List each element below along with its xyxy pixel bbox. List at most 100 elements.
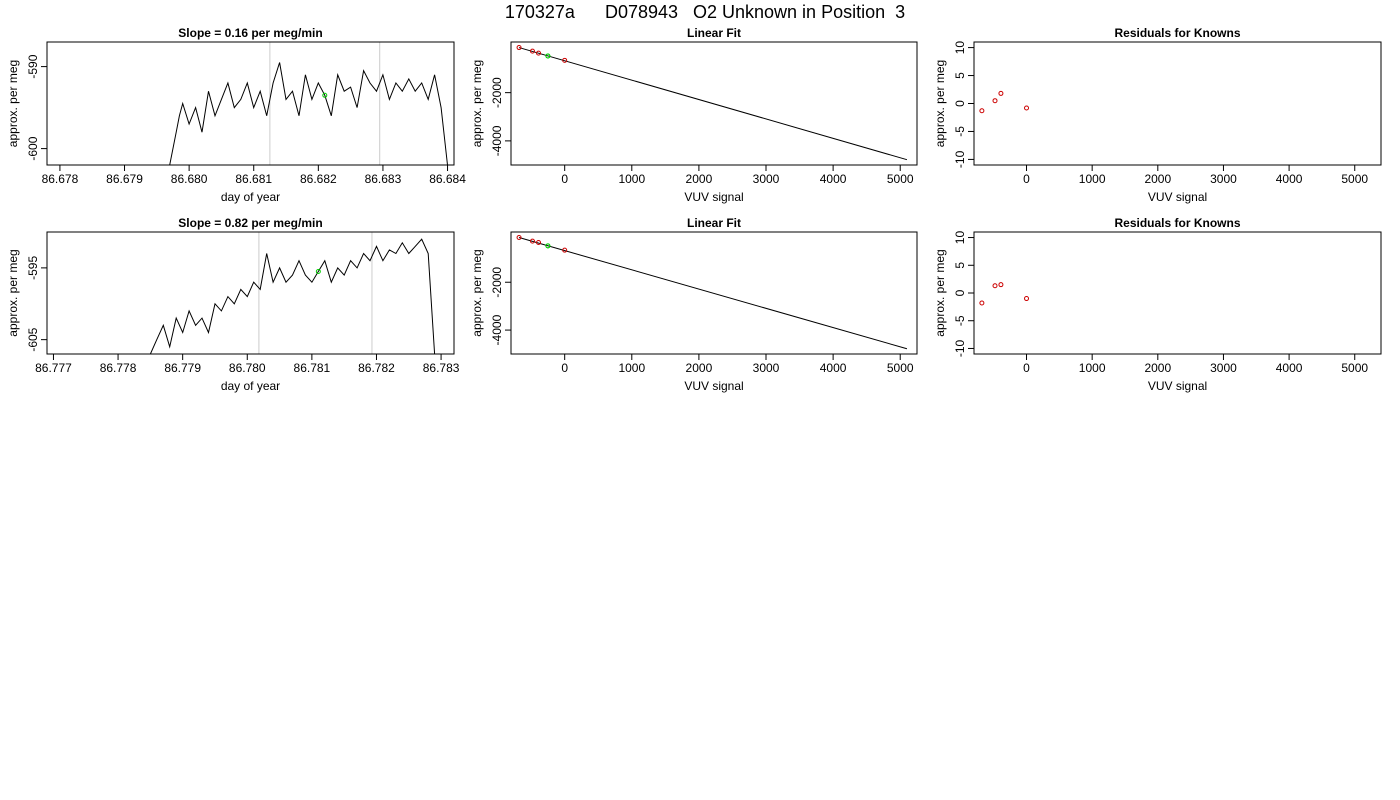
known-point <box>516 45 522 51</box>
panel-row2-residuals: Residuals for Knowns 0 1000 2000 3000 4000 500… <box>933 216 1382 393</box>
x-tick-label: 5000 <box>1341 361 1368 375</box>
x-axis-label: VUV signal <box>684 379 743 393</box>
known-point <box>1024 105 1030 111</box>
x-tick-label: 4000 <box>1276 172 1303 186</box>
x-tick-label: 1000 <box>618 361 645 375</box>
y-axis-label: approx. per meg <box>470 60 484 147</box>
x-tick-label: 2000 <box>686 172 713 186</box>
y-tick-label: -595 <box>26 256 40 280</box>
x-tick-label: 3000 <box>753 172 780 186</box>
y-tick-label: -4000 <box>490 125 504 156</box>
x-tick-label: 86.680 <box>171 172 208 186</box>
y-tick-label: -2000 <box>490 267 504 298</box>
known-point <box>536 50 542 56</box>
known-point <box>998 90 1004 96</box>
fit-line <box>518 47 908 161</box>
y-tick-label: -10 <box>953 339 967 357</box>
x-tick-label: 86.679 <box>106 172 143 186</box>
x-tick-label: 5000 <box>887 172 914 186</box>
plot-frame <box>46 231 455 355</box>
x-tick-label: 86.682 <box>300 172 337 186</box>
fit-line <box>518 237 908 350</box>
x-tick-label: 2000 <box>1144 172 1171 186</box>
y-tick-label: -600 <box>26 136 40 160</box>
plot-area <box>516 235 908 350</box>
panel-title: Linear Fit <box>687 26 741 40</box>
x-tick-label: 86.780 <box>229 361 266 375</box>
x-tick-label: 0 <box>561 172 568 186</box>
panel-title: Residuals for Knowns <box>1114 26 1240 40</box>
x-axis-label: VUV signal <box>1148 190 1207 204</box>
plot-frame <box>46 41 455 166</box>
y-tick-label: -590 <box>26 54 40 78</box>
y-axis-label: approx. per meg <box>6 60 20 147</box>
known-point <box>992 283 998 289</box>
x-tick-label: 5000 <box>887 361 914 375</box>
x-tick-label: 3000 <box>1210 361 1237 375</box>
highlight-point <box>315 268 321 274</box>
x-axis-label: VUV signal <box>1148 379 1207 393</box>
known-point <box>529 48 535 54</box>
x-tick-label: 3000 <box>753 361 780 375</box>
x-tick-label: 86.681 <box>235 172 272 186</box>
y-tick-label: -2000 <box>490 77 504 108</box>
x-tick-label: 2000 <box>1144 361 1171 375</box>
panel-row1-residuals: Residuals for Knowns 0 1000 2000 3000 4000 500… <box>933 26 1382 204</box>
x-axis-label: day of year <box>221 379 280 393</box>
panel-row2-timeseries: Slope = 0.82 per meg/min 86.777 86.778 86.7… <box>6 216 460 393</box>
panel-row1-timeseries: Slope = 0.16 per meg/min 86.678 86.679 86.6… <box>6 26 466 204</box>
plot-area <box>169 62 448 165</box>
panel-title: Slope = 0.82 per meg/min <box>178 216 322 230</box>
panel-row2-linearfit: Linear Fit 0 1000 2000 3000 4000 5000 -2000 -400… <box>470 216 918 393</box>
y-tick-label: 10 <box>953 41 967 55</box>
x-tick-label: 5000 <box>1341 172 1368 186</box>
y-tick-label: -5 <box>953 315 967 326</box>
known-point <box>562 247 568 253</box>
known-point <box>979 108 985 114</box>
known-point <box>536 240 542 246</box>
y-tick-label: -4000 <box>490 314 504 345</box>
panel-row1-linearfit: Linear Fit 0 1000 2000 3000 4000 5000 -2000 -400… <box>470 26 918 204</box>
x-tick-label: 4000 <box>820 172 847 186</box>
x-tick-label: 1000 <box>618 172 645 186</box>
data-line <box>169 62 448 165</box>
known-point <box>562 57 568 63</box>
highlight-point <box>322 92 328 98</box>
known-point <box>979 300 985 306</box>
plot-area <box>149 238 436 354</box>
plot-frame <box>973 41 1382 166</box>
known-point <box>516 235 522 241</box>
panel-title: Residuals for Knowns <box>1114 216 1240 230</box>
x-tick-label: 86.683 <box>365 172 402 186</box>
known-point <box>1024 296 1030 302</box>
y-tick-label: 5 <box>953 72 967 79</box>
y-axis-label: approx. per meg <box>933 60 947 147</box>
x-axis-label: day of year <box>221 190 280 204</box>
known-point <box>529 238 535 244</box>
y-tick-label: 0 <box>953 100 967 107</box>
plot-frame <box>510 41 918 166</box>
y-tick-label: 10 <box>953 231 967 245</box>
x-tick-label: 4000 <box>1276 361 1303 375</box>
data-line <box>149 238 436 354</box>
x-tick-label: 86.777 <box>35 361 72 375</box>
x-tick-label: 1000 <box>1079 172 1106 186</box>
y-axis-label: approx. per meg <box>6 249 20 336</box>
x-tick-label: 1000 <box>1079 361 1106 375</box>
y-tick-label: -605 <box>26 327 40 351</box>
page-title: 170327a D078943 O2 Unknown in Position 3 <box>504 2 906 22</box>
plot-area <box>516 45 908 161</box>
x-tick-label: 86.781 <box>294 361 331 375</box>
x-tick-label: 86.782 <box>358 361 395 375</box>
x-tick-label: 86.783 <box>423 361 460 375</box>
y-tick-label: 5 <box>953 262 967 269</box>
y-axis-label: approx. per meg <box>933 249 947 336</box>
x-axis-label: VUV signal <box>684 190 743 204</box>
x-tick-label: 3000 <box>1210 172 1237 186</box>
unknown-point <box>545 243 551 249</box>
x-tick-label: 86.678 <box>42 172 79 186</box>
plot-frame <box>973 231 1382 355</box>
x-tick-label: 0 <box>1023 172 1030 186</box>
plot-area <box>979 282 1030 306</box>
